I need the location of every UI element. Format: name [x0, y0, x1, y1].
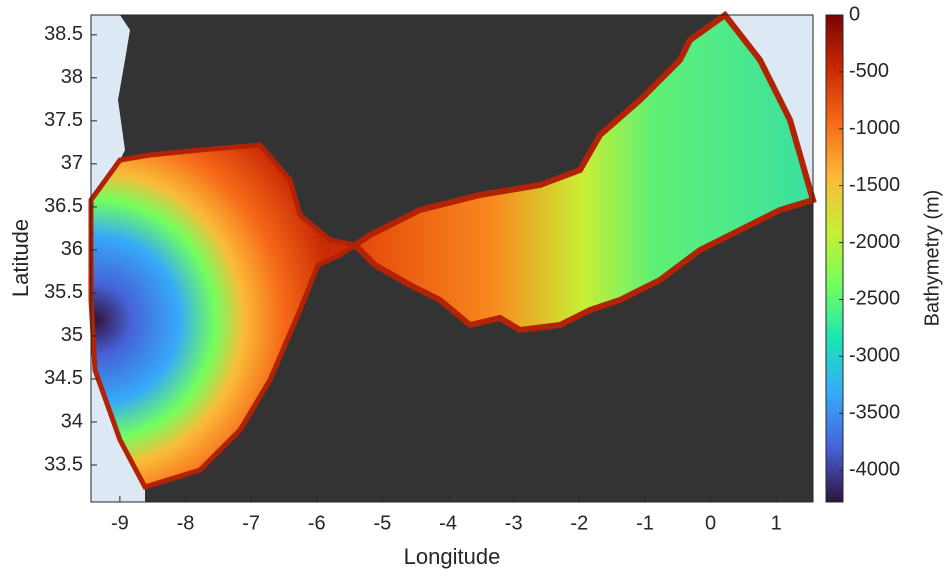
colorbar-tick-label: -3500: [849, 402, 900, 424]
y-tick-label: 34.5: [44, 367, 83, 389]
outside-domain: [91, 15, 130, 200]
colorbar-tick-label: -1000: [849, 117, 900, 139]
colorbar-tick-label: -500: [849, 60, 889, 82]
y-tick-label: 36.5: [44, 195, 83, 217]
x-tick-label: -6: [308, 512, 326, 534]
x-tick-label: -7: [242, 512, 260, 534]
y-tick-label: 34: [61, 410, 83, 432]
x-tick-label: -4: [439, 512, 457, 534]
x-tick-label: -1: [636, 512, 654, 534]
x-tick-label: 1: [771, 512, 782, 534]
mediterranean-bathymetry: [350, 10, 817, 334]
y-tick-label: 38.5: [44, 23, 83, 45]
plot-frame: [90, 14, 814, 503]
colorbar-tick-label: -4000: [849, 458, 900, 480]
y-tick-label: 37.5: [44, 109, 83, 131]
colorbar-tick-label: -3000: [849, 345, 900, 367]
x-tick-label: -2: [570, 512, 588, 534]
y-tick-label: 38: [61, 66, 83, 88]
colorbar-tick-label: -1500: [849, 174, 900, 196]
outside-domain: [725, 15, 813, 200]
x-tick-label: -5: [374, 512, 392, 534]
outside-domain: [91, 300, 145, 502]
colorbar: [825, 14, 844, 503]
colorbar-tick-label: -2500: [849, 288, 900, 310]
x-tick-label: -8: [177, 512, 195, 534]
y-tick-label: 35.5: [44, 281, 83, 303]
x-tick-label: -3: [505, 512, 523, 534]
colorbar-tick-label: -2000: [849, 231, 900, 253]
x-tick-label: 0: [705, 512, 716, 534]
x-tick-label: -9: [111, 512, 129, 534]
y-tick-label: 35: [61, 324, 83, 346]
colorbar-label: Bathymetry (m): [921, 190, 943, 327]
x-axis-label: Longitude: [404, 544, 501, 569]
y-axis-label: Latitude: [8, 219, 33, 297]
colorbar-tick-label: 0: [849, 3, 860, 25]
y-tick-label: 33.5: [44, 453, 83, 475]
y-tick-label: 37: [61, 152, 83, 174]
y-tick-label: 36: [61, 238, 83, 260]
atlantic-bathymetry: [88, 142, 362, 490]
